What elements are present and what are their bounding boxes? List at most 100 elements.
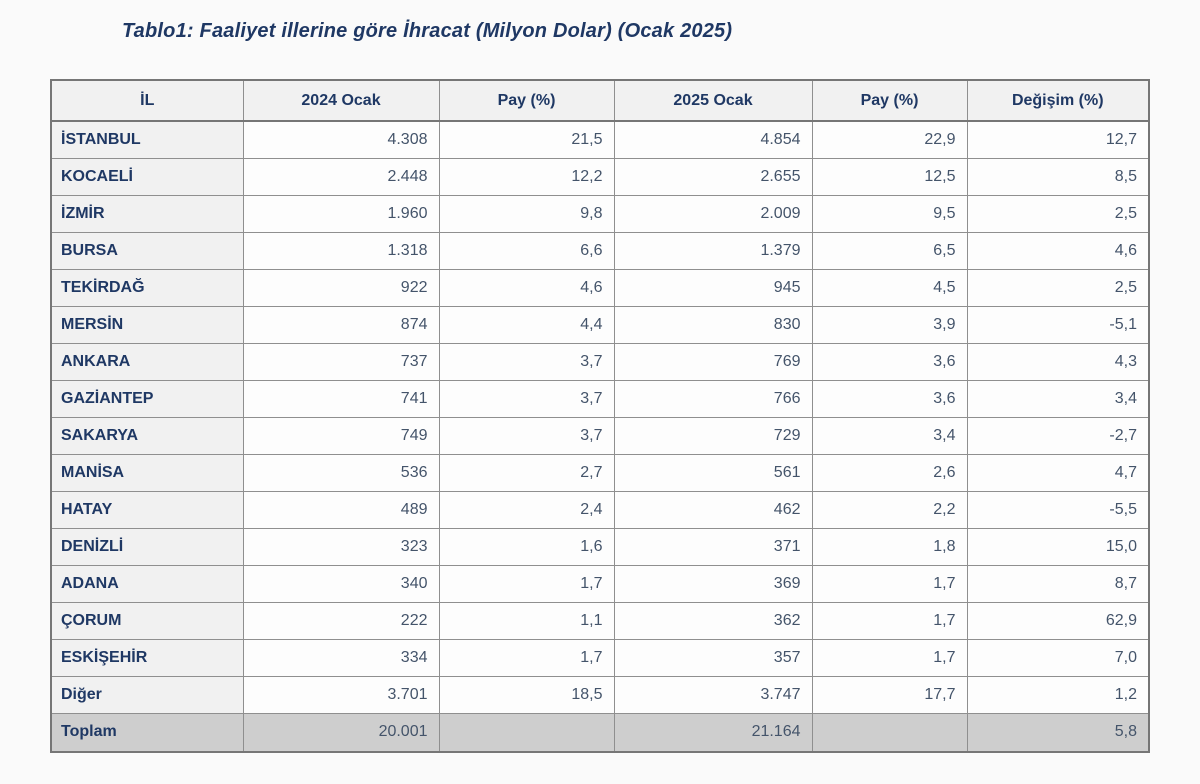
pay-2025: 2,6 bbox=[811, 453, 968, 492]
value-2025: 362 bbox=[613, 601, 813, 640]
value-2024: 1.960 bbox=[242, 194, 440, 233]
degisim-value: -2,7 bbox=[966, 416, 1150, 455]
province-label: HATAY bbox=[50, 490, 244, 529]
pay-2025: 4,5 bbox=[811, 268, 968, 307]
degisim-value: 8,5 bbox=[966, 157, 1150, 196]
pay-2024: 21,5 bbox=[438, 120, 615, 159]
col-header-degisim: Değişim (%) bbox=[966, 79, 1150, 122]
pay-2025: 3,6 bbox=[811, 342, 968, 381]
degisim-value: 62,9 bbox=[966, 601, 1150, 640]
table-row: İZMİR 1.960 9,8 2.009 9,5 2,5 bbox=[50, 194, 1150, 233]
total-pay-2024-value bbox=[438, 712, 615, 753]
degisim-value: 3,4 bbox=[966, 379, 1150, 418]
table-title: Tablo1: Faaliyet illerine göre İhracat (… bbox=[122, 20, 733, 42]
value-2024: 741 bbox=[242, 379, 440, 418]
pay-2025: 1,7 bbox=[811, 601, 968, 640]
province-label: ANKARA bbox=[50, 342, 244, 381]
pay-2025: 6,5 bbox=[811, 231, 968, 270]
degisim-value: 15,0 bbox=[966, 527, 1150, 566]
pay-2025: 3,6 bbox=[811, 379, 968, 418]
province-label: MERSİN bbox=[50, 305, 244, 344]
province-label: ESKİŞEHİR bbox=[50, 638, 244, 677]
export-table: İL 2024 Ocak Pay (%) 2025 Ocak Pay (%) D… bbox=[50, 79, 1150, 753]
table-body: İSTANBUL 4.308 21,5 4.854 22,9 12,7 KOCAELİ 2.4… bbox=[50, 120, 1150, 714]
col-header-il: İL bbox=[50, 79, 244, 122]
pay-2024: 1,7 bbox=[438, 564, 615, 603]
table-row: İSTANBUL 4.308 21,5 4.854 22,9 12,7 bbox=[50, 120, 1150, 159]
value-2025: 830 bbox=[613, 305, 813, 344]
province-label: TEKİRDAĞ bbox=[50, 268, 244, 307]
province-label: İZMİR bbox=[50, 194, 244, 233]
pay-2024: 4,4 bbox=[438, 305, 615, 344]
value-2025: 4.854 bbox=[613, 120, 813, 159]
pay-2024: 4,6 bbox=[438, 268, 615, 307]
table-row: Diğer 3.701 18,5 3.747 17,7 1,2 bbox=[50, 675, 1150, 714]
degisim-value: 2,5 bbox=[966, 194, 1150, 233]
value-2024: 489 bbox=[242, 490, 440, 529]
pay-2025: 1,7 bbox=[811, 564, 968, 603]
province-label: MANİSA bbox=[50, 453, 244, 492]
total-label: Toplam bbox=[50, 712, 244, 753]
value-2025: 729 bbox=[613, 416, 813, 455]
pay-2025: 2,2 bbox=[811, 490, 968, 529]
value-2025: 3.747 bbox=[613, 675, 813, 714]
table-row: BURSA 1.318 6,6 1.379 6,5 4,6 bbox=[50, 231, 1150, 270]
degisim-value: 12,7 bbox=[966, 120, 1150, 159]
province-label: ÇORUM bbox=[50, 601, 244, 640]
degisim-value: 2,5 bbox=[966, 268, 1150, 307]
table-row: DENİZLİ 323 1,6 371 1,8 15,0 bbox=[50, 527, 1150, 566]
total-2024-value: 20.001 bbox=[242, 712, 440, 753]
value-2024: 222 bbox=[242, 601, 440, 640]
col-header-2025-ocak: 2025 Ocak bbox=[613, 79, 813, 122]
degisim-value: 8,7 bbox=[966, 564, 1150, 603]
province-label: İSTANBUL bbox=[50, 120, 244, 159]
degisim-value: -5,5 bbox=[966, 490, 1150, 529]
value-2024: 3.701 bbox=[242, 675, 440, 714]
pay-2024: 3,7 bbox=[438, 416, 615, 455]
value-2025: 369 bbox=[613, 564, 813, 603]
pay-2024: 1,7 bbox=[438, 638, 615, 677]
col-header-pay-2025: Pay (%) bbox=[811, 79, 968, 122]
value-2024: 749 bbox=[242, 416, 440, 455]
col-header-2024-ocak: 2024 Ocak bbox=[242, 79, 440, 122]
pay-2024: 2,7 bbox=[438, 453, 615, 492]
value-2024: 922 bbox=[242, 268, 440, 307]
degisim-value: 4,6 bbox=[966, 231, 1150, 270]
value-2024: 737 bbox=[242, 342, 440, 381]
value-2025: 371 bbox=[613, 527, 813, 566]
total-pay-2025-value bbox=[811, 712, 968, 753]
pay-2025: 3,9 bbox=[811, 305, 968, 344]
degisim-value: 4,3 bbox=[966, 342, 1150, 381]
col-header-pay-2024: Pay (%) bbox=[438, 79, 615, 122]
table-row: MERSİN 874 4,4 830 3,9 -5,1 bbox=[50, 305, 1150, 344]
value-2024: 340 bbox=[242, 564, 440, 603]
province-label: SAKARYA bbox=[50, 416, 244, 455]
table-row: MANİSA 536 2,7 561 2,6 4,7 bbox=[50, 453, 1150, 492]
pay-2025: 9,5 bbox=[811, 194, 968, 233]
table-row: ADANA 340 1,7 369 1,7 8,7 bbox=[50, 564, 1150, 603]
province-label: DENİZLİ bbox=[50, 527, 244, 566]
total-degisim-value: 5,8 bbox=[966, 712, 1150, 753]
table-row: HATAY 489 2,4 462 2,2 -5,5 bbox=[50, 490, 1150, 529]
table-row: ESKİŞEHİR 334 1,7 357 1,7 7,0 bbox=[50, 638, 1150, 677]
value-2024: 2.448 bbox=[242, 157, 440, 196]
degisim-value: -5,1 bbox=[966, 305, 1150, 344]
pay-2024: 12,2 bbox=[438, 157, 615, 196]
pay-2024: 3,7 bbox=[438, 379, 615, 418]
value-2025: 945 bbox=[613, 268, 813, 307]
value-2024: 4.308 bbox=[242, 120, 440, 159]
value-2024: 874 bbox=[242, 305, 440, 344]
total-2025-value: 21.164 bbox=[613, 712, 813, 753]
table-row: TEKİRDAĞ 922 4,6 945 4,5 2,5 bbox=[50, 268, 1150, 307]
value-2025: 2.655 bbox=[613, 157, 813, 196]
pay-2024: 1,1 bbox=[438, 601, 615, 640]
pay-2025: 1,8 bbox=[811, 527, 968, 566]
pay-2024: 2,4 bbox=[438, 490, 615, 529]
value-2024: 334 bbox=[242, 638, 440, 677]
table-row: ÇORUM 222 1,1 362 1,7 62,9 bbox=[50, 601, 1150, 640]
degisim-value: 4,7 bbox=[966, 453, 1150, 492]
value-2025: 769 bbox=[613, 342, 813, 381]
pay-2024: 3,7 bbox=[438, 342, 615, 381]
pay-2025: 22,9 bbox=[811, 120, 968, 159]
